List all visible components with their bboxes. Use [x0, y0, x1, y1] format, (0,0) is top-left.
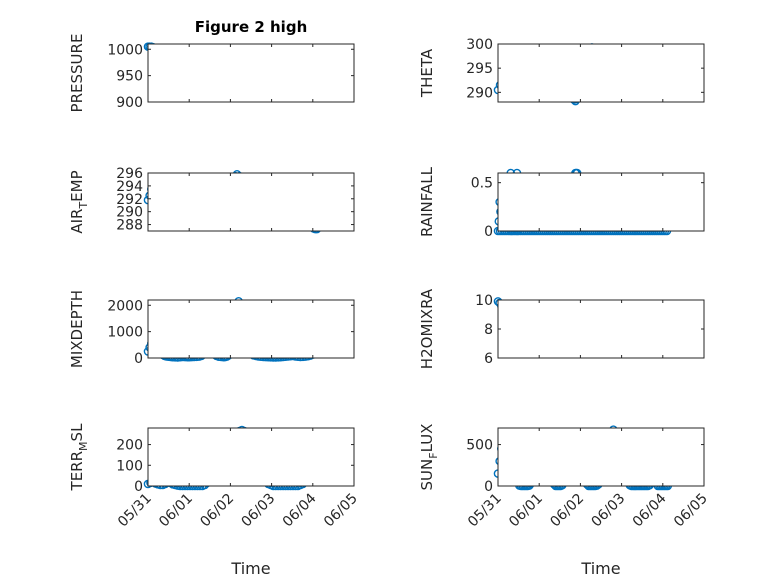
x-axis-label: Time: [580, 559, 620, 578]
subplot-6: 6 8 10 H2OMIXRA: [418, 288, 705, 369]
y-tick-label: 292: [116, 192, 143, 208]
x-tick-label: 06/01: [156, 491, 196, 531]
x-tick-label: 06/05: [671, 491, 711, 531]
axes-box: [147, 172, 355, 232]
y-tick-label: 0: [134, 479, 143, 495]
axes-box: [497, 427, 705, 487]
y-tick-label: 1000: [107, 42, 143, 58]
x-tick-label: 06/04: [630, 490, 670, 530]
x-tick-label: 05/31: [465, 491, 505, 531]
subplot-7: 0 100 200 05/31 06/01 06/02 06/03 06/04 06/05 TER…: [68, 423, 361, 578]
y-tick-label: 0: [134, 351, 143, 367]
x-tick-label: 06/01: [506, 491, 546, 531]
y-tick-label: 288: [116, 218, 143, 234]
subplot-8: 0 500 05/31 06/01 06/02 06/03 06/04 06/05 SUNFLU…: [418, 424, 711, 578]
y-tick-label: 950: [116, 69, 143, 85]
x-tick-label: 06/02: [547, 491, 587, 531]
y-tick-label: 8: [484, 322, 493, 338]
y-axis-label: AIRTEMP: [68, 170, 90, 233]
subplot-5: 0 1000 2000 MIXDEPTH: [68, 290, 355, 368]
y-axis-label: PRESSURE: [68, 34, 86, 113]
axes-box: [497, 299, 705, 359]
chart-title: Figure 2 high: [195, 18, 308, 36]
y-tick-label: 1000: [107, 325, 143, 341]
subplot-4: 0 0.5 RAINFALL: [418, 166, 705, 240]
y-tick-label: 294: [116, 179, 143, 195]
y-tick-label: 0.5: [471, 176, 493, 192]
y-tick-label: 900: [116, 95, 143, 111]
x-tick-label: 06/04: [280, 490, 320, 530]
y-tick-label: 500: [466, 438, 493, 454]
y-axis-label: SUNFLUX: [418, 424, 440, 491]
axes-box: [497, 172, 705, 232]
axes-box: [147, 427, 355, 487]
x-tick-label: 05/31: [115, 491, 155, 531]
subplot-1: 900 950 1000 PRESSURE Figure 2 high: [68, 18, 355, 113]
y-tick-label: 296: [116, 166, 143, 182]
y-tick-label: 295: [466, 61, 493, 77]
subplot-2: 290 295 300 THETA: [418, 37, 705, 106]
y-axis-label: TERRMSL: [68, 423, 90, 492]
y-tick-label: 100: [116, 458, 143, 474]
axes-box: [497, 43, 705, 103]
y-tick-label: 290: [466, 85, 493, 101]
y-tick-label: 10: [475, 293, 493, 309]
axes-box: [147, 43, 355, 103]
x-tick-label: 06/05: [321, 491, 361, 531]
y-tick-label: 200: [116, 438, 143, 454]
x-tick-label: 06/03: [589, 491, 629, 531]
y-tick-label: 300: [466, 37, 493, 53]
y-tick-label: 0: [484, 224, 493, 240]
y-tick-label: 2000: [107, 298, 143, 314]
x-axis-label: Time: [230, 559, 270, 578]
x-tick-label: 06/03: [239, 491, 279, 531]
y-tick-label: 0: [484, 479, 493, 495]
y-axis-label: MIXDEPTH: [68, 290, 86, 368]
y-axis-label: H2OMIXRA: [418, 288, 436, 369]
x-tick-label: 06/02: [197, 491, 237, 531]
axes-box: [147, 299, 355, 359]
y-tick-label: 6: [484, 351, 493, 367]
y-axis-label: THETA: [418, 48, 436, 98]
y-tick-label: 290: [116, 205, 143, 221]
y-axis-label: RAINFALL: [418, 166, 436, 237]
